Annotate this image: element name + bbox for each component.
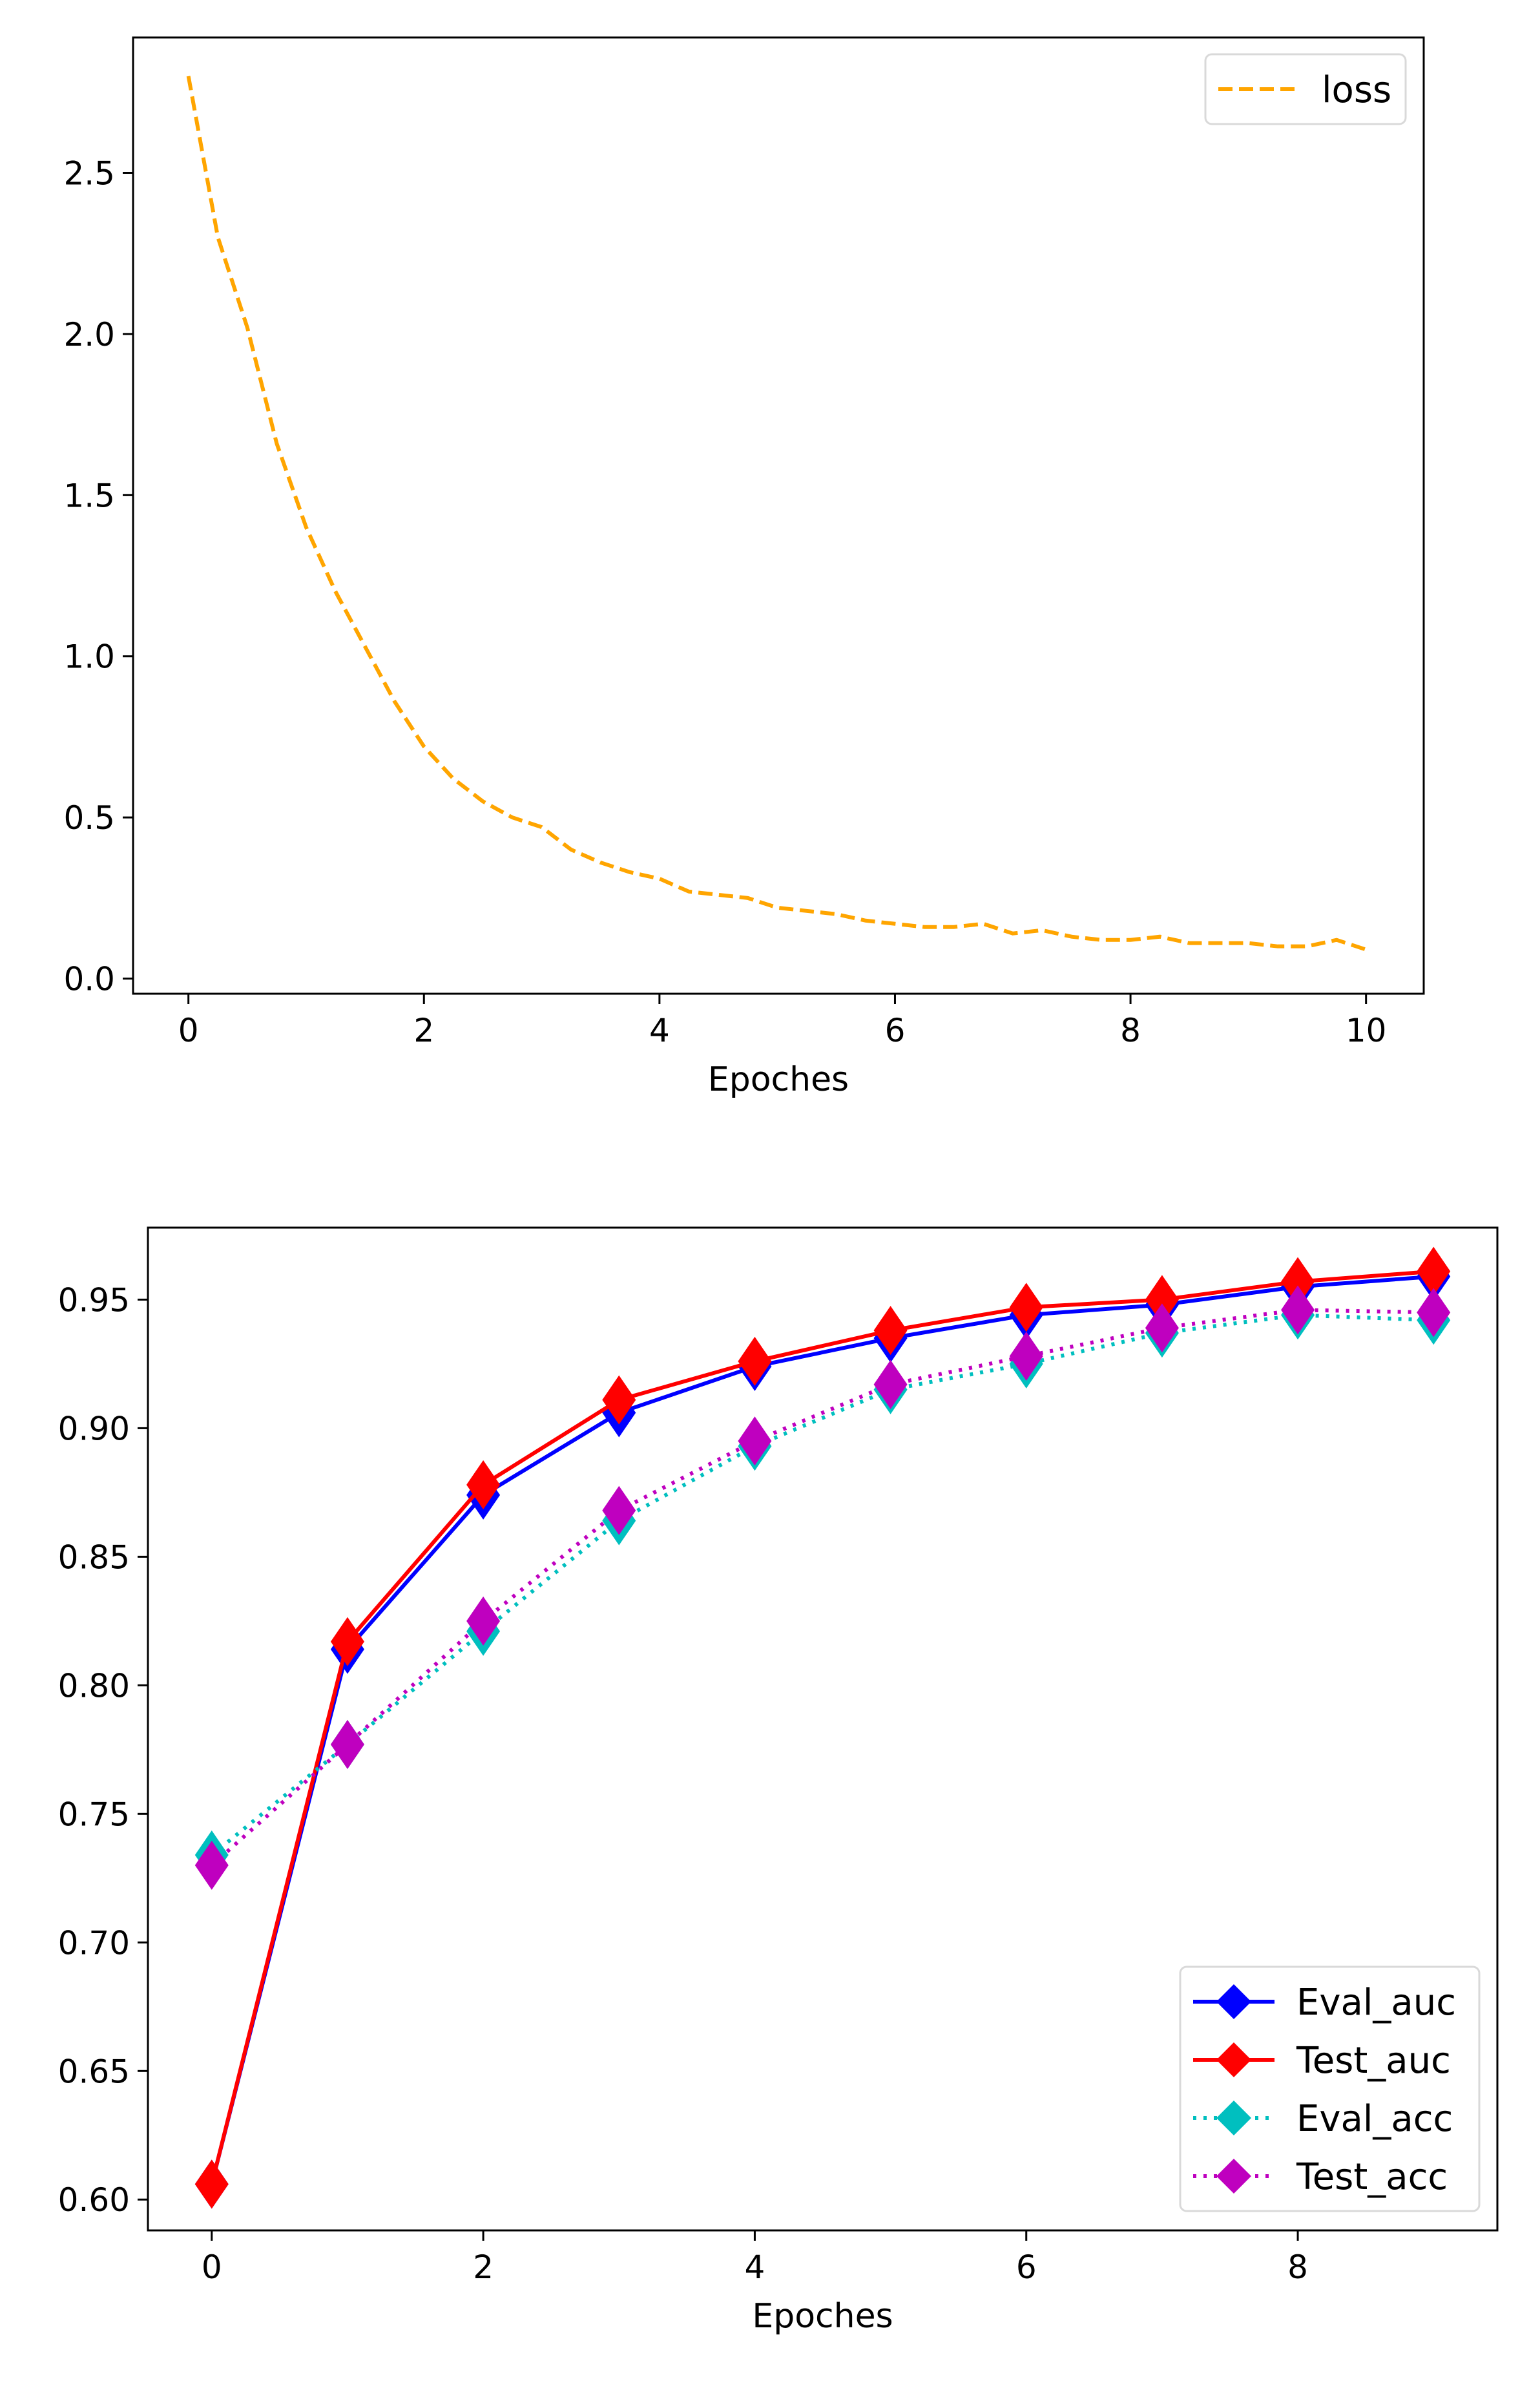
legend-box <box>1179 1965 1481 2212</box>
x-tick-label: 2 <box>413 1012 434 1049</box>
metrics-chart: 0 2 4 6 8 0.60 0.65 0.70 0.75 0.80 0.85 0.90 0.95 Epo… <box>58 1226 1499 2336</box>
legend-label: Test_acc <box>1296 2156 1448 2198</box>
y-tick-label: 0.80 <box>58 1667 130 1704</box>
data-point-test_auc <box>1145 1275 1179 1325</box>
y-tick-label: 0.85 <box>58 1538 130 1576</box>
x-tick-label: 8 <box>1120 1012 1141 1049</box>
data-point-test_auc <box>1009 1283 1043 1332</box>
y-tick-label: 0.0 <box>63 961 115 998</box>
y-tick-label: 0.60 <box>58 2181 130 2219</box>
legend-box <box>1204 53 1407 125</box>
x-axis-label: Epoches <box>752 2297 893 2336</box>
legend-label: loss <box>1322 69 1391 111</box>
axes-frame <box>132 36 1425 995</box>
series-line-eval_acc <box>210 1313 1434 1857</box>
series-line-test_acc <box>210 1308 1434 1867</box>
y-tick-label: 2.5 <box>63 155 115 193</box>
y-tick-label: 0.75 <box>58 1796 130 1833</box>
data-point-test_acc <box>1145 1303 1179 1353</box>
x-tick-label: 8 <box>1287 2248 1308 2286</box>
data-point-test_auc <box>194 2159 229 2209</box>
legend-marker <box>1216 2159 1251 2194</box>
data-point-test_acc <box>602 1485 636 1535</box>
legend-label: Test_auc <box>1296 2040 1451 2082</box>
x-tick-label: 0 <box>178 1012 199 1049</box>
data-point-test_auc <box>738 1336 772 1386</box>
data-point-test_auc <box>1417 1246 1451 1296</box>
data-point-test_auc <box>330 1617 364 1666</box>
x-tick-label: 2 <box>473 2248 494 2286</box>
x-tick-label: 6 <box>1016 2248 1037 2286</box>
y-tick-label: 2.0 <box>63 316 115 353</box>
data-point-test_acc <box>466 1596 501 1646</box>
legend-label: Eval_acc <box>1296 2098 1453 2140</box>
legend: loss <box>1204 53 1407 125</box>
y-tick-label: 0.5 <box>63 799 115 837</box>
data-point-test_acc <box>873 1359 908 1409</box>
data-point-test_acc <box>194 1840 229 1890</box>
x-tick-label: 10 <box>1346 1012 1387 1049</box>
x-axis-label: Epoches <box>708 1060 849 1099</box>
y-tick-label: 0.70 <box>58 1924 130 1962</box>
x-tick-label: 4 <box>649 1012 670 1049</box>
data-point-test_acc <box>1281 1285 1315 1335</box>
data-point-test_acc <box>1009 1331 1043 1381</box>
loss-chart: 0 2 4 6 8 10 0.0 0.5 1.0 1.5 2.0 2.5 Epoches loss <box>63 36 1425 1099</box>
data-point-test_auc <box>466 1460 501 1509</box>
data-point-test_acc <box>330 1719 364 1769</box>
y-tick-label: 1.0 <box>63 638 115 676</box>
x-tick-label: 4 <box>745 2248 765 2286</box>
series-line-test_auc <box>209 1269 1434 2185</box>
x-tick-label: 0 <box>202 2248 222 2286</box>
y-tick-label: 0.95 <box>58 1281 130 1319</box>
y-tick-label: 0.65 <box>58 2053 130 2090</box>
legend-marker <box>1216 2042 1251 2077</box>
data-point-test_auc <box>602 1375 636 1425</box>
legend-marker <box>1216 1984 1251 2019</box>
legend-label: Eval_auc <box>1296 1982 1456 2024</box>
legend: Eval_auc Test_auc Eval_acc Test_acc <box>1179 1965 1481 2212</box>
data-point-test_auc <box>1281 1257 1315 1306</box>
x-tick-label: 6 <box>885 1012 906 1049</box>
data-point-test_acc <box>1417 1288 1451 1337</box>
series-line-eval_auc <box>209 1274 1434 2185</box>
data-point-test_auc <box>873 1306 908 1356</box>
series-line-loss <box>186 76 1367 952</box>
data-point-test_acc <box>738 1416 772 1466</box>
y-tick-label: 1.5 <box>63 477 115 514</box>
axes-frame <box>147 1226 1499 2232</box>
legend-marker <box>1216 2101 1251 2135</box>
y-tick-label: 0.90 <box>58 1410 130 1447</box>
